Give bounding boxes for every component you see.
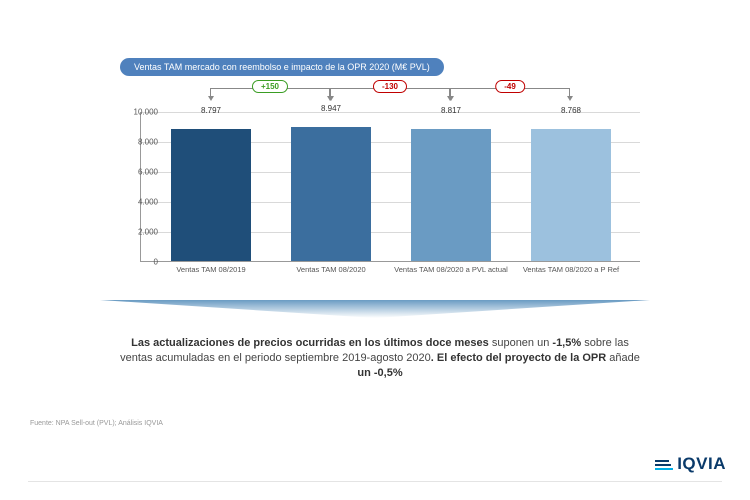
x-tick-label: Ventas TAM 08/2019 (151, 261, 271, 274)
swoosh-arrow (100, 298, 650, 320)
delta-bracket: -130 (330, 88, 450, 104)
caption-text: Las actualizaciones de precios ocurridas… (120, 336, 640, 381)
logo-text: IQVIA (677, 454, 726, 474)
bar (171, 129, 251, 261)
bar-value-label: 8.947 (291, 104, 371, 113)
chart-title-text: Ventas TAM mercado con reembolso e impac… (134, 62, 430, 72)
bar-chart: 8.797 Ventas TAM 08/2019 8.947 Ventas TAM 0… (100, 88, 660, 288)
delta-bracket: -49 (450, 88, 570, 104)
delta-bracket: +150 (210, 88, 330, 104)
bar-value-label: 8.797 (171, 106, 251, 115)
bar (531, 129, 611, 261)
delta-label: -49 (495, 80, 525, 93)
plot-area: 8.797Ventas TAM 08/20198.947Ventas TAM 0… (140, 112, 640, 262)
y-tick-label: 10.000 (122, 108, 158, 117)
x-tick-label: Ventas TAM 08/2020 a P Ref (511, 261, 631, 274)
footer-divider (28, 481, 722, 482)
source-text: Fuente: NPA Sell-out (PVL); Análisis IQV… (30, 420, 163, 427)
delta-label: +150 (252, 80, 288, 93)
y-tick-label: 6.000 (122, 168, 158, 177)
x-tick-label: Ventas TAM 08/2020 a PVL actual (391, 261, 511, 274)
chart-title-pill: Ventas TAM mercado con reembolso e impac… (120, 58, 444, 76)
delta-label: -130 (373, 80, 407, 93)
y-tick-label: 8.000 (122, 138, 158, 147)
caption-bold: Las actualizaciones de precios ocurridas… (131, 337, 489, 349)
bar (291, 127, 371, 261)
logo-bars-icon (655, 456, 673, 472)
bar-value-label: 8.817 (411, 106, 491, 115)
caption-span: añade (606, 352, 640, 364)
caption-bold: . El efecto del proyecto de la OPR (431, 352, 606, 364)
iqvia-logo: IQVIA (655, 454, 726, 474)
x-tick-label: Ventas TAM 08/2020 (271, 261, 391, 274)
y-tick-label: 2.000 (122, 228, 158, 237)
bar-value-label: 8.768 (531, 106, 611, 115)
source-label: Fuente: NPA Sell-out (PVL); Análisis IQV… (30, 420, 163, 427)
bar (411, 129, 491, 261)
caption-bold: un -0,5% (357, 367, 402, 379)
caption-bold: -1,5% (552, 337, 581, 349)
caption-span: suponen un (489, 337, 553, 349)
y-tick-label: 0 (122, 258, 158, 267)
y-tick-label: 4.000 (122, 198, 158, 207)
